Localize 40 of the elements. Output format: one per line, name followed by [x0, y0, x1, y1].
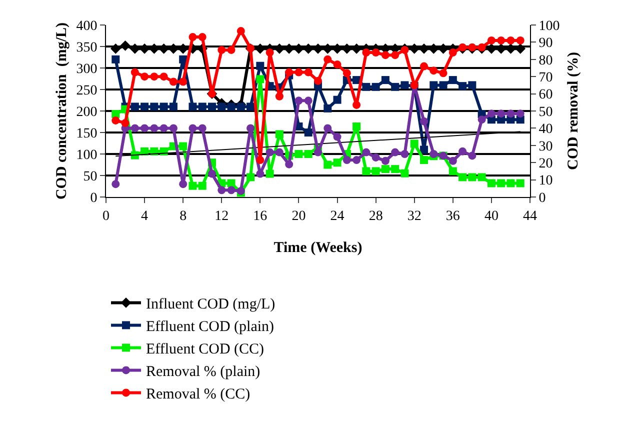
legend-label: Effluent COD (CC) — [146, 342, 264, 358]
y-tick-label: 0 — [90, 190, 98, 206]
y2-tick-label: 90 — [538, 36, 553, 52]
legend-label: Influent COD (mg/L) — [146, 296, 276, 313]
y2-tick-label: 10 — [538, 174, 553, 189]
legend-label: Removal % (plain) — [146, 364, 260, 380]
y-tick-label: 150 — [76, 126, 98, 142]
legend-label: Effluent COD (plain) — [146, 319, 274, 336]
x-tick-label: 24 — [330, 208, 344, 224]
x-axis-title: Time (Weeks) — [274, 240, 362, 256]
y2-tick-label: 50 — [538, 104, 553, 120]
x-tick-label: 36 — [446, 208, 460, 224]
x-tick-label: 40 — [484, 208, 498, 224]
y-tick-label: 250 — [76, 83, 98, 98]
y2-tick-label: 40 — [538, 122, 553, 138]
y-tick-label: 50 — [83, 169, 98, 184]
y-tick-label: 300 — [76, 62, 98, 77]
legend-label: Removal % (CC) — [146, 386, 250, 403]
x-tick-label: 20 — [292, 208, 306, 224]
y2-tick-label: 60 — [538, 88, 553, 103]
y-tick-label: 200 — [76, 104, 98, 120]
y2-tick-label: 80 — [538, 53, 553, 68]
y-axis-title: COD concentration (mg/L) — [54, 22, 70, 200]
y2-tick-label: 70 — [538, 70, 553, 86]
y2-tick-label: 20 — [538, 156, 553, 172]
x-tick-label: 44 — [523, 208, 537, 224]
y2-tick-label: 100 — [538, 18, 560, 34]
x-tick-label: 12 — [214, 208, 229, 224]
y-tick-label: 350 — [76, 40, 98, 56]
x-tick-label: 4 — [141, 208, 148, 224]
y2-tick-label: 30 — [538, 139, 553, 154]
x-tick-label: 32 — [407, 208, 422, 224]
x-tick-label: 8 — [180, 208, 187, 224]
y2-tick-label: 0 — [538, 190, 546, 206]
y-tick-label: 100 — [76, 148, 98, 163]
x-tick-label: 16 — [253, 208, 268, 224]
y-tick-label: 400 — [76, 18, 98, 34]
y2-axis-title: COD removal (%) — [566, 52, 582, 170]
x-tick-label: 28 — [368, 208, 383, 224]
x-tick-label: 0 — [102, 208, 110, 224]
